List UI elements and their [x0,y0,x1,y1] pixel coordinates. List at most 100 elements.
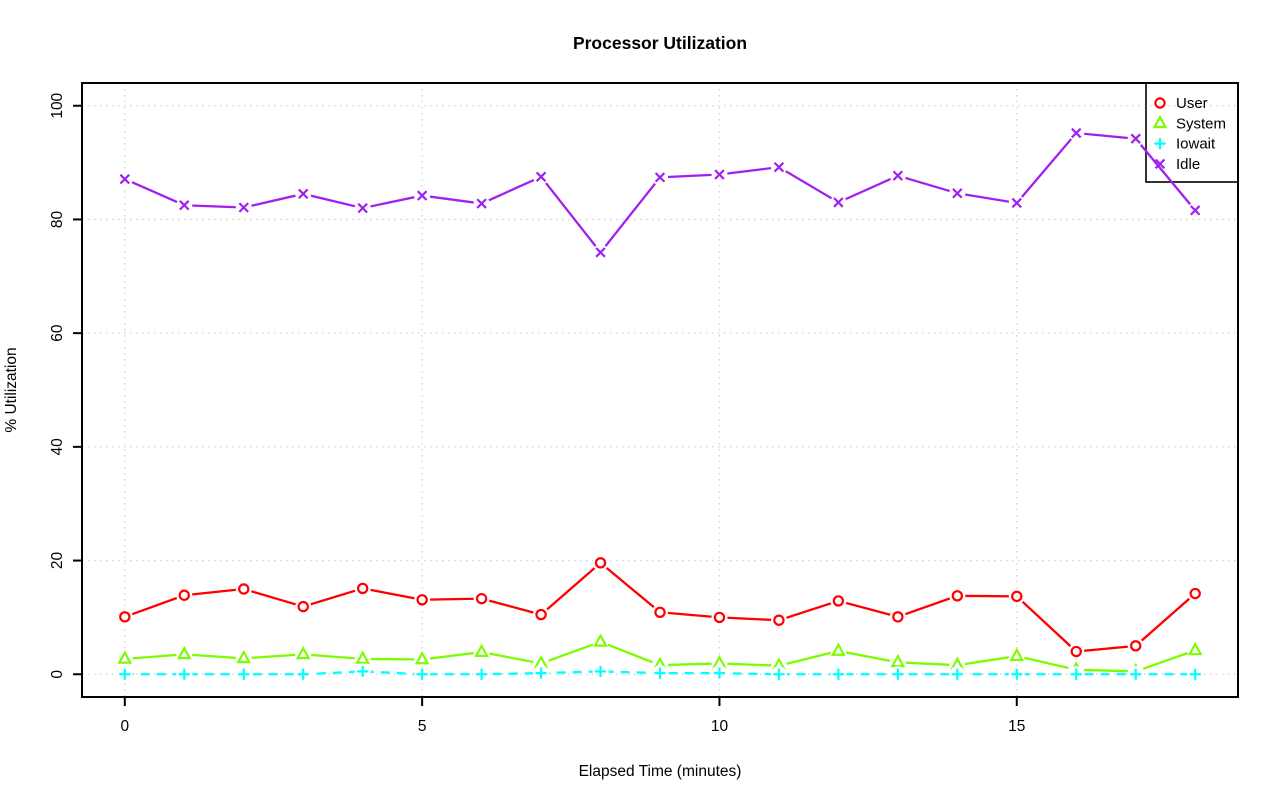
y-axis-label: % Utilization [3,347,20,432]
circle-marker-icon [654,606,666,618]
plus-marker-icon [238,668,250,680]
plus-marker-icon [951,668,963,680]
x-marker-icon [238,202,249,213]
x-marker-icon [1011,197,1022,209]
plus-marker-icon [1130,668,1142,680]
x-marker-icon [714,169,725,180]
plus-marker-icon [416,668,428,680]
triangle-marker-icon [295,645,311,660]
legend-label: Iowait [1176,136,1216,153]
circle-marker-icon [1011,590,1023,603]
y-tick-label: 0 [49,670,66,679]
x-marker-icon [298,188,309,200]
y-tick-label: 60 [49,324,66,342]
circle-marker-icon [297,600,309,613]
x-marker-icon [179,200,190,211]
series-iowait [116,663,1204,683]
axes: 0 20 40 60 80 100 0 5 10 15 [49,92,1025,735]
legend-label: Idle [1176,156,1200,173]
y-tick-label: 20 [49,552,66,570]
series-idle [116,125,1204,261]
x-marker-icon [892,170,904,181]
x-tick-label: 0 [121,718,130,735]
circle-marker-icon [773,614,785,626]
circle-marker-icon [416,594,428,606]
plus-marker-icon [1011,668,1023,680]
plus-marker-icon [476,668,488,680]
circle-marker-icon [1154,97,1166,109]
triangle-marker-icon [474,643,489,657]
x-marker-icon [654,172,666,183]
series-user [116,554,1204,660]
plus-marker-icon [1070,668,1082,680]
plus-marker-icon [1154,138,1166,150]
plus-marker-icon [832,668,844,680]
x-marker-icon [1190,205,1201,216]
triangle-marker-icon [831,642,846,656]
circle-marker-icon [1130,640,1142,652]
legend-item-system: System [1152,114,1226,132]
x-marker-icon [595,247,606,258]
x-marker-icon [119,173,130,185]
x-marker-icon [1154,158,1166,170]
legend: User System Iowait Idle [1152,95,1226,173]
x-marker-icon [833,197,844,208]
circle-marker-icon [951,590,964,602]
x-marker-icon [535,171,547,182]
triangle-marker-icon [176,645,192,660]
circle-marker-icon [356,582,369,595]
triangle-marker-icon [593,633,608,647]
x-marker-icon [476,198,487,209]
x-marker-icon [357,202,368,214]
chart-title: Processor Utilization [573,33,747,53]
x-marker-icon [952,188,963,199]
legend-item-user: User [1154,95,1208,112]
legend-item-iowait: Iowait [1154,136,1216,153]
x-marker-icon [1130,133,1141,144]
triangle-marker-icon [890,653,906,668]
circle-marker-icon [832,595,845,607]
x-marker-icon [773,161,785,173]
circle-marker-icon [535,608,547,621]
plus-marker-icon [654,667,666,679]
data-series [116,125,1204,683]
x-tick-label: 10 [711,718,729,735]
circle-marker-icon [713,611,726,624]
circle-marker-icon [1189,587,1201,600]
circle-marker-icon [892,611,904,623]
circle-marker-icon [594,557,607,569]
circle-marker-icon [178,589,190,601]
legend-label: System [1176,115,1226,132]
plus-marker-icon [119,668,131,680]
plus-marker-icon [357,665,369,678]
triangle-marker-icon [236,649,252,664]
triangle-marker-icon [1009,647,1025,661]
plus-marker-icon [713,667,726,679]
plus-marker-icon [178,668,190,680]
triangle-marker-icon [117,650,133,664]
plus-marker-icon [773,668,785,680]
y-tick-label: 100 [49,92,66,118]
triangle-marker-icon [414,650,430,665]
triangle-marker-icon [1152,114,1168,129]
plus-marker-icon [1189,668,1201,680]
x-axis-label: Elapsed Time (minutes) [579,763,742,780]
circle-marker-icon [119,611,131,623]
plus-marker-icon [297,668,309,680]
y-tick-label: 40 [49,438,66,456]
circle-marker-icon [1070,645,1082,658]
plus-marker-icon [892,668,904,680]
triangle-marker-icon [1187,641,1203,656]
plot-border [81,82,1239,698]
x-tick-label: 5 [418,718,427,735]
x-tick-label: 15 [1008,718,1025,735]
legend-item-idle: Idle [1154,156,1200,173]
plus-marker-icon [535,667,547,679]
legend-label: User [1176,95,1208,112]
triangle-marker-icon [355,650,371,664]
circle-marker-icon [238,583,250,595]
plus-marker-icon [594,665,607,678]
